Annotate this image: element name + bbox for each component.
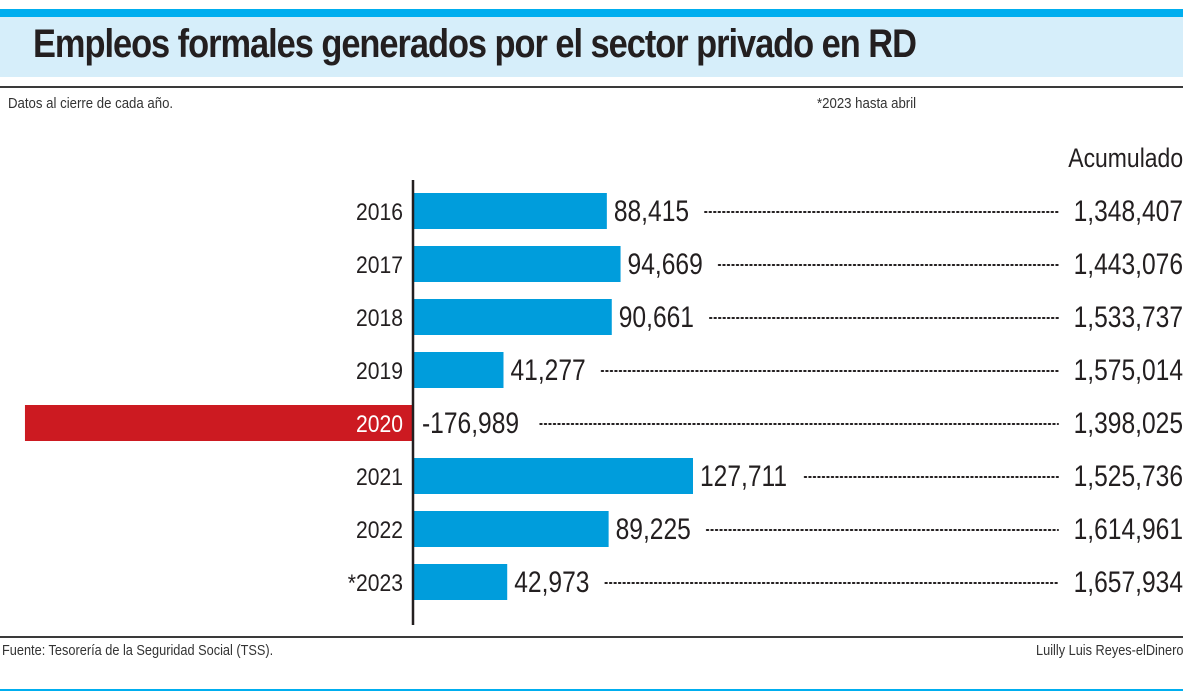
value-label: 89,225 bbox=[616, 512, 691, 546]
title-divider bbox=[0, 86, 1183, 88]
footer-divider bbox=[0, 636, 1183, 638]
value-label: 90,661 bbox=[619, 300, 694, 334]
acumulado-value: 1,398,025 bbox=[1074, 406, 1183, 440]
acumulado-value: 1,533,737 bbox=[1074, 300, 1183, 334]
acumulado-value: 1,525,736 bbox=[1074, 459, 1183, 493]
value-label: 127,711 bbox=[700, 459, 787, 493]
category-label: 2020 bbox=[356, 411, 403, 438]
top-accent-stripe bbox=[0, 9, 1183, 17]
bar-2023 bbox=[413, 564, 508, 600]
acumulado-column-header: Acumulado bbox=[1068, 143, 1183, 173]
category-label: 2019 bbox=[356, 358, 403, 385]
category-label: 2016 bbox=[356, 199, 403, 226]
value-label: 94,669 bbox=[628, 247, 703, 281]
category-label: 2022 bbox=[356, 517, 403, 544]
value-label: 88,415 bbox=[614, 194, 689, 228]
bar-2021 bbox=[413, 458, 693, 494]
acumulado-value: 1,443,076 bbox=[1074, 247, 1183, 281]
bar-2020 bbox=[24, 405, 413, 441]
bar-2017 bbox=[413, 246, 621, 282]
category-label: *2023 bbox=[348, 570, 403, 597]
category-label: 2018 bbox=[356, 305, 403, 332]
chart-title: Empleos formales generados por el sector… bbox=[33, 22, 917, 66]
category-label: 2021 bbox=[356, 464, 403, 491]
author-credit: Luilly Luis Reyes-elDinero bbox=[1035, 642, 1183, 659]
acumulado-value: 1,348,407 bbox=[1074, 194, 1183, 228]
bar-chart: 2016 88,415 1,348,407 2017 94,669 1,443,076 20… bbox=[24, 180, 1183, 625]
bar-2019 bbox=[413, 352, 504, 388]
acumulado-value: 1,575,014 bbox=[1074, 353, 1183, 387]
source-note: Fuente: Tesorería de la Seguridad Social… bbox=[2, 642, 274, 659]
bar-2022 bbox=[413, 511, 609, 547]
bottom-accent-stripe bbox=[0, 689, 1183, 691]
value-label: -176,989 bbox=[422, 406, 519, 440]
value-label: 42,973 bbox=[514, 565, 589, 599]
bar-2018 bbox=[413, 299, 612, 335]
bar-2016 bbox=[413, 193, 607, 229]
acumulado-value: 1,614,961 bbox=[1074, 512, 1183, 546]
chart-note: *2023 hasta abril bbox=[817, 95, 917, 112]
title-band bbox=[0, 17, 1183, 77]
chart-subtitle: Datos al cierre de cada año. bbox=[8, 95, 174, 112]
acumulado-value: 1,657,934 bbox=[1074, 565, 1183, 599]
value-label: 41,277 bbox=[510, 353, 585, 387]
category-label: 2017 bbox=[356, 252, 403, 279]
